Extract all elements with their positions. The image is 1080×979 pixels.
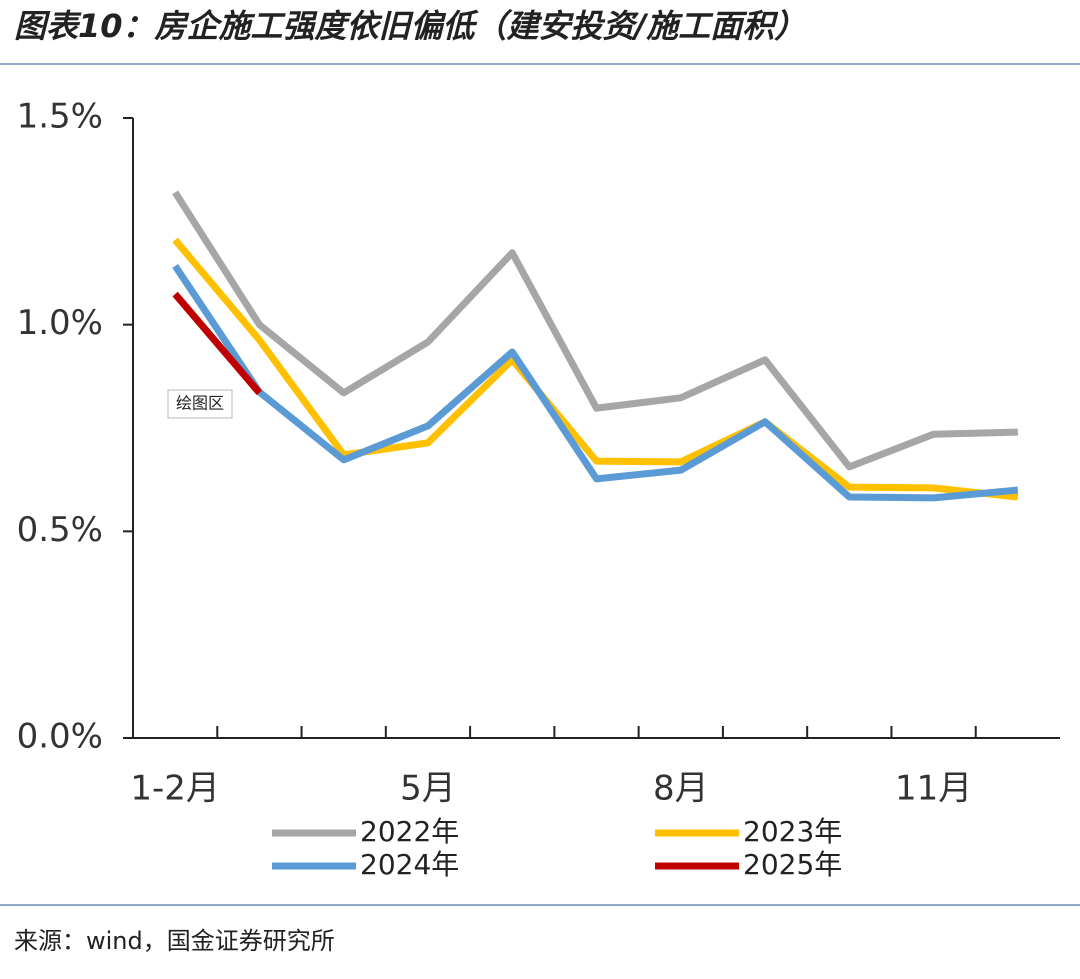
annotation-box <box>167 389 233 419</box>
x-tick-label: 11月 <box>895 769 972 809</box>
legend-label: 2024年 <box>360 848 459 881</box>
series-line <box>172 264 1019 502</box>
legend-label: 2025年 <box>743 848 842 881</box>
series-line <box>172 190 1018 471</box>
legend-label: 2023年 <box>743 815 842 848</box>
x-tick-label: 5月 <box>400 769 456 809</box>
y-tick-label: 1.0% <box>17 303 103 343</box>
y-tick-label: 0.0% <box>17 717 103 757</box>
annotation: 绘图区 <box>176 394 224 413</box>
y-tick-label: 0.5% <box>17 510 103 550</box>
chart-title: 图表10：房企施工强度依旧偏低（建安投资/施工面积） <box>14 7 806 45</box>
y-tick-label: 1.5% <box>17 97 103 137</box>
series-line <box>172 237 1019 501</box>
legend-label: 2022年 <box>360 815 459 848</box>
x-tick-label: 1-2月 <box>130 769 220 809</box>
series-line <box>172 291 263 396</box>
source: 来源：wind，国金证券研究所 <box>14 927 335 955</box>
x-tick-label: 8月 <box>653 769 709 809</box>
